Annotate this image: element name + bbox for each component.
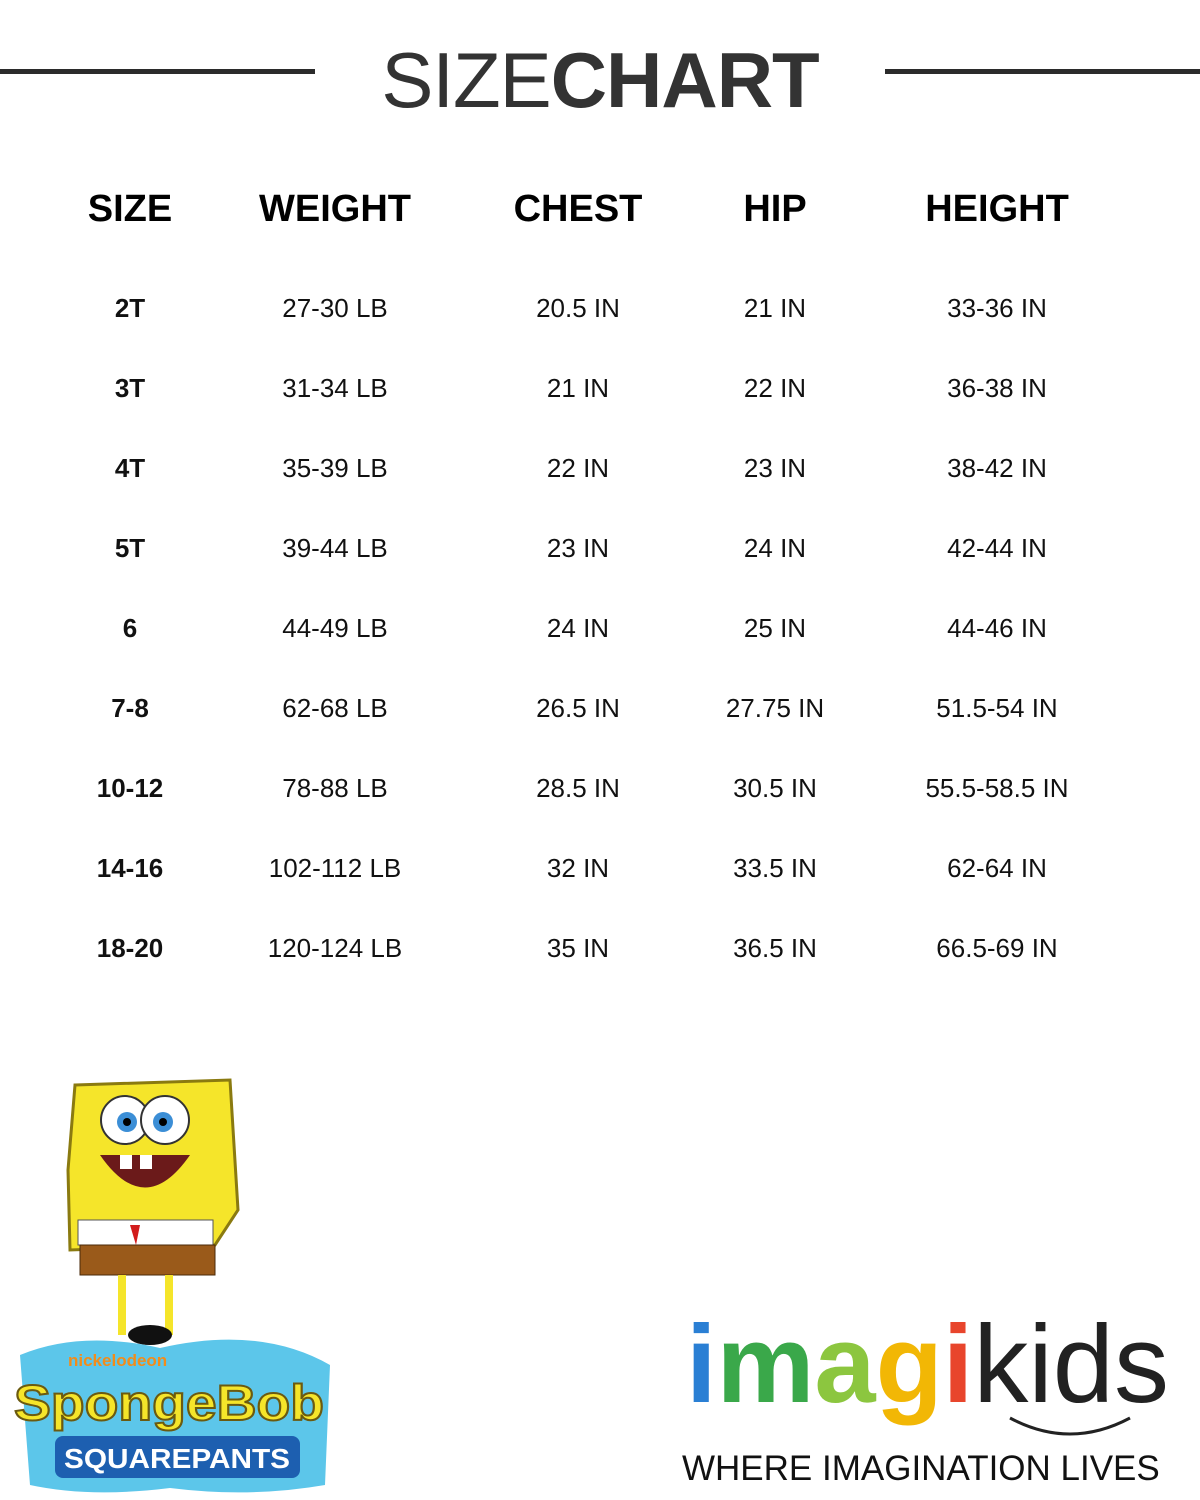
header-hip: HIP: [743, 188, 807, 230]
imagi-letter: a: [814, 1303, 876, 1426]
cell-chest: 22 IN: [546, 453, 610, 483]
cell-chest: 28.5 IN: [536, 773, 620, 803]
spongebob-text: SpongeBob: [14, 1375, 324, 1431]
cell-hip: 21 IN: [743, 293, 807, 323]
cell-size: 14-16: [96, 853, 164, 883]
cell-weight: 31-34 LB: [282, 373, 388, 403]
imagikids-logo: imagi kids WHERE IMAGINATION LIVES: [680, 1300, 1195, 1500]
cell-hip: 22 IN: [743, 373, 807, 403]
header-chest: CHEST: [513, 188, 643, 230]
cell-chest: 24 IN: [546, 613, 610, 643]
imagi-wordmark: imagi: [686, 1300, 973, 1430]
cell-hip: 27.75 IN: [725, 693, 825, 723]
cell-height: 38-42 IN: [947, 453, 1047, 483]
cell-size: 6: [122, 613, 138, 643]
cell-chest: 21 IN: [546, 373, 610, 403]
smile-icon: [1009, 1416, 1131, 1436]
cell-weight: 27-30 LB: [282, 293, 388, 323]
cell-weight: 102-112 LB: [268, 853, 402, 883]
cell-height: 66.5-69 IN: [936, 933, 1058, 963]
kids-wordmark: kids: [973, 1303, 1169, 1426]
cell-chest: 23 IN: [546, 533, 610, 563]
header-weight: WEIGHT: [259, 188, 411, 230]
cell-weight: 35-39 LB: [282, 453, 388, 483]
page-title: SIZECHART: [335, 30, 865, 130]
cell-height: 62-64 IN: [947, 853, 1047, 883]
spongebob-logo: nickelodeon SpongeBob SQUAREPANTS: [13, 1078, 330, 1493]
cell-height: 51.5-54 IN: [936, 693, 1058, 723]
title-light: SIZE: [381, 36, 551, 124]
squarepants-text: SQUAREPANTS: [64, 1443, 290, 1474]
cell-height: 42-44 IN: [947, 533, 1047, 563]
imagikids-wordmark: imagi kids: [686, 1300, 1169, 1430]
cell-hip: 36.5 IN: [733, 933, 817, 963]
spongebob-wordmark: nickelodeon SpongeBob SQUAREPANTS: [13, 1339, 330, 1493]
tagline: WHERE IMAGINATION LIVES: [682, 1449, 1160, 1488]
title-rule-left: [0, 69, 315, 74]
cell-hip: 33.5 IN: [733, 853, 817, 883]
cell-size: 4T: [114, 453, 146, 483]
imagi-letter: m: [716, 1303, 815, 1426]
cell-chest: 26.5 IN: [536, 693, 620, 723]
cell-size: 18-20: [96, 933, 164, 963]
cell-height: 36-38 IN: [947, 373, 1047, 403]
cell-weight: 120-124 LB: [267, 933, 403, 963]
title-bold: CHART: [550, 36, 820, 124]
cell-chest: 20.5 IN: [536, 293, 620, 323]
cell-size: 5T: [114, 533, 146, 563]
nickelodeon-text: nickelodeon: [68, 1351, 167, 1370]
header-size: SIZE: [87, 188, 173, 230]
imagi-letter: g: [875, 1303, 943, 1426]
cell-hip: 24 IN: [743, 533, 807, 563]
cell-size: 2T: [114, 293, 146, 323]
cell-weight: 78-88 LB: [282, 773, 388, 803]
spongebob-character-icon: [66, 1078, 240, 1345]
cell-weight: 44-49 LB: [282, 613, 388, 643]
cell-size: 3T: [114, 373, 146, 403]
cell-hip: 23 IN: [743, 453, 807, 483]
cell-size: 7-8: [111, 693, 149, 723]
cell-chest: 32 IN: [546, 853, 610, 883]
title-rule-right: [885, 69, 1200, 74]
cell-height: 55.5-58.5 IN: [925, 773, 1069, 803]
cell-weight: 39-44 LB: [282, 533, 388, 563]
cell-hip: 30.5 IN: [733, 773, 817, 803]
imagi-letter: i: [942, 1303, 974, 1426]
cell-height: 44-46 IN: [947, 613, 1047, 643]
cell-hip: 25 IN: [743, 613, 807, 643]
cell-size: 10-12: [96, 773, 164, 803]
cell-chest: 35 IN: [546, 933, 610, 963]
imagi-letter: i: [686, 1303, 717, 1426]
cell-weight: 62-68 LB: [282, 693, 388, 723]
header-height: HEIGHT: [925, 188, 1069, 230]
cell-height: 33-36 IN: [947, 293, 1047, 323]
